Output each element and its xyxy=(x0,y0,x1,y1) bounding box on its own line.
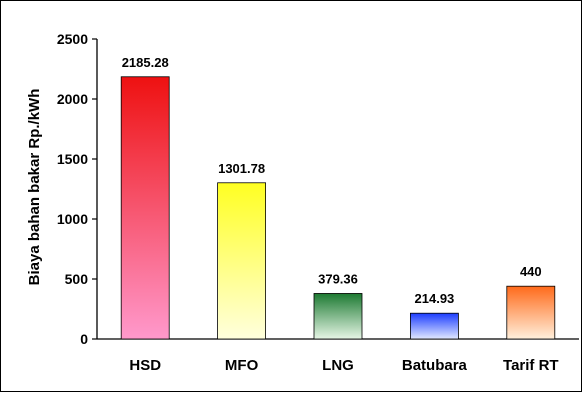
y-axis-label-group: Biaya bahan bakar Rp./kWh xyxy=(26,89,43,286)
bar xyxy=(313,293,363,340)
y-tick-label: 2000 xyxy=(57,91,88,107)
x-ticks: HSD MFO LNG Batubara Tarif RT xyxy=(129,357,558,374)
bar xyxy=(120,76,170,340)
y-tick-label: 0 xyxy=(80,331,88,347)
bar xyxy=(217,182,267,340)
bars xyxy=(120,76,556,340)
y-ticks: 0 500 1000 1500 2000 2500 xyxy=(57,31,97,347)
x-tick-label: MFO xyxy=(225,357,259,374)
data-label: 440 xyxy=(520,264,542,279)
y-tick-label: 1500 xyxy=(57,151,88,167)
bar xyxy=(506,285,556,340)
y-tick-label: 2500 xyxy=(57,31,88,47)
x-tick-label: Batubara xyxy=(402,357,468,374)
x-tick-label: LNG xyxy=(322,357,354,374)
data-label: 1301.78 xyxy=(218,161,265,176)
x-tick-label: HSD xyxy=(129,357,161,374)
x-tick-label: Tarif RT xyxy=(503,357,559,374)
y-axis-label: Biaya bahan bakar Rp./kWh xyxy=(26,89,43,286)
y-tick-label: 1000 xyxy=(57,211,88,227)
data-label: 214.93 xyxy=(415,291,455,306)
y-tick-label: 500 xyxy=(65,271,89,287)
data-label: 379.36 xyxy=(318,271,358,286)
bar xyxy=(409,312,459,340)
value-labels: 2185.28 1301.78 379.36 214.93 440 xyxy=(122,55,542,306)
data-label: 2185.28 xyxy=(122,55,169,70)
